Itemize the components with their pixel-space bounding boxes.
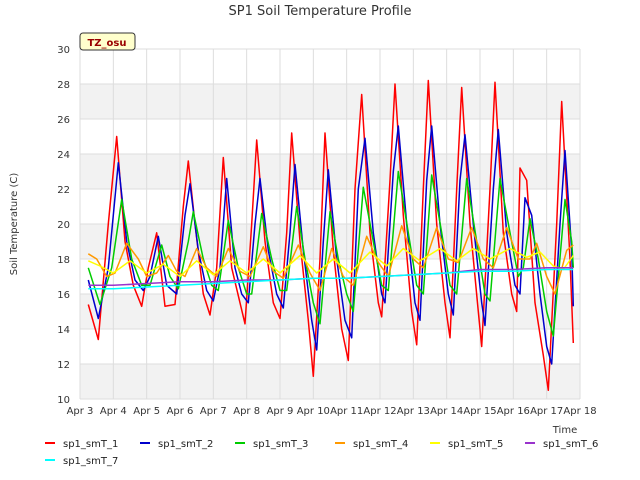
series-line-sp1_smT_5 xyxy=(87,247,574,278)
y-tick-label: 12 xyxy=(57,360,70,371)
x-tick-label: Apr 5 xyxy=(133,406,160,417)
plot-band xyxy=(80,84,580,119)
legend-label-sp1_smT_7: sp1_smT_7 xyxy=(63,456,118,467)
x-tick-label: Apr 13 xyxy=(397,406,430,417)
chart-title: SP1 Soil Temperature Profile xyxy=(229,4,412,19)
x-tick-label: Apr 11 xyxy=(330,406,363,417)
x-tick-label: Apr 8 xyxy=(233,406,260,417)
series-line-sp1_smT_1 xyxy=(87,79,575,392)
series-lines xyxy=(87,79,575,392)
y-tick-label: 28 xyxy=(57,80,70,91)
x-tick-label: Apr 6 xyxy=(167,406,194,417)
plot-band xyxy=(80,294,580,329)
legend-label-sp1_smT_1: sp1_smT_1 xyxy=(63,439,118,450)
y-tick-label: 20 xyxy=(57,220,70,231)
y-tick-label: 30 xyxy=(57,45,70,56)
y-tick-label: 24 xyxy=(57,150,70,161)
plot-band xyxy=(80,364,580,399)
x-tick-labels: Apr 3 Apr 4 Apr 5 Apr 6 Apr 7 Apr 8 Apr 9 Apr 1… xyxy=(67,406,597,417)
legend-label-sp1_smT_6: sp1_smT_6 xyxy=(543,439,598,450)
y-tick-label: 14 xyxy=(57,325,70,336)
x-tick-label: Apr 7 xyxy=(200,406,227,417)
y-tick-labels: 10 12 14 16 18 20 22 24 26 28 30 xyxy=(57,45,70,406)
legend-label-sp1_smT_3: sp1_smT_3 xyxy=(253,439,308,450)
series-line-sp1_smT_7 xyxy=(88,268,574,290)
x-tick-label: Apr 18 xyxy=(563,406,596,417)
x-tick-label: Apr 12 xyxy=(363,406,396,417)
y-tick-label: 22 xyxy=(57,185,70,196)
x-tick-label: Apr 15 xyxy=(463,406,496,417)
legend: sp1_smT_1 sp1_smT_2 sp1_smT_3 sp1_smT_4 sp1_… xyxy=(45,439,598,467)
x-tick-label: Apr 4 xyxy=(100,406,127,417)
y-axis-label: Soil Temperature (C) xyxy=(9,173,20,276)
y-tick-label: 10 xyxy=(57,395,70,406)
badge-text: TZ_osu xyxy=(87,38,126,49)
series-line-sp1_smT_2 xyxy=(87,125,575,365)
legend-label-sp1_smT_5: sp1_smT_5 xyxy=(448,439,503,450)
y-tick-label: 16 xyxy=(57,290,70,301)
badge-box xyxy=(79,32,136,51)
x-tick-label: Apr 17 xyxy=(530,406,563,417)
y-tick-label: 18 xyxy=(57,255,70,266)
legend-label-sp1_smT_2: sp1_smT_2 xyxy=(158,439,213,450)
y-tick-label: 26 xyxy=(57,115,70,126)
x-tick-label: Apr 3 xyxy=(67,406,94,417)
x-tick-label: Apr 10 xyxy=(297,406,330,417)
x-tick-label: Apr 9 xyxy=(267,406,294,417)
legend-label-sp1_smT_4: sp1_smT_4 xyxy=(353,439,408,450)
x-tick-label: Apr 16 xyxy=(497,406,530,417)
timezone-badge: TZ_osu xyxy=(79,32,136,51)
x-tick-label: Apr 14 xyxy=(430,406,463,417)
x-axis-label: Time xyxy=(552,425,577,436)
